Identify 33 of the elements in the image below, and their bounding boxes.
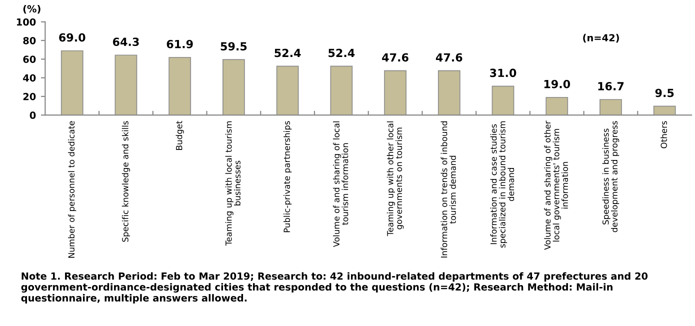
x-tick-label: Volume of and sharing of other local governments' tourism information xyxy=(544,120,568,250)
y-tick-label: 100 xyxy=(16,18,36,26)
data-label: 52.4 xyxy=(274,48,301,58)
data-label: 59.5 xyxy=(220,42,247,51)
x-tick-label: Teaming up with other local governments on tourism xyxy=(386,121,404,236)
y-axis-title: (%) xyxy=(23,4,40,14)
y-tick-label: 0 xyxy=(30,112,36,119)
data-label: 69.0 xyxy=(59,33,86,42)
data-label: 47.6 xyxy=(436,53,462,62)
x-tick-label: Volume of and sharing of local tourism information xyxy=(333,121,348,248)
x-tick-label: Teaming up with local tourism businesses xyxy=(225,121,240,246)
x-tick-label: Number of personnel to dedicate xyxy=(68,121,76,258)
x-tick-label: Information and case studies specialized in inbound tourism demand xyxy=(490,121,514,248)
data-label: 16.7 xyxy=(598,82,624,90)
x-tick-label: Budget xyxy=(176,120,184,150)
x-tick-label: Public-private partnerships xyxy=(284,121,292,232)
y-tick-label: 80 xyxy=(23,36,36,44)
x-tick-label: Others xyxy=(660,121,668,148)
data-label: 61.9 xyxy=(166,40,193,48)
y-tick-label: 60 xyxy=(23,56,36,63)
y-tick-label: 20 xyxy=(23,92,36,100)
x-tick-label: Information on trends of inbound tourism demand xyxy=(440,121,456,258)
data-label: 9.5 xyxy=(655,88,674,98)
data-label: 52.4 xyxy=(328,48,355,58)
x-tick-label: Specific knowledge and skills xyxy=(122,121,130,242)
text: Note 1. Research Period: Feb to Mar 2019; Research to: 42 inbound-related departments of 47 prefectures and 20 government-ordinance-designated cities that responded to the questions (n=42); Research Method: Mail-in questionnaire, multiple answers allowed. xyxy=(21,272,648,304)
x-tick-label: Speediness in business development and progress xyxy=(602,121,620,232)
data-label: 47.6 xyxy=(382,53,408,62)
y-tick-label: 40 xyxy=(23,74,36,82)
data-label: 64.3 xyxy=(112,38,139,46)
data-label: 31.0 xyxy=(490,68,516,78)
annotation: (n=42) xyxy=(583,34,619,43)
data-label: 19.0 xyxy=(544,80,570,88)
